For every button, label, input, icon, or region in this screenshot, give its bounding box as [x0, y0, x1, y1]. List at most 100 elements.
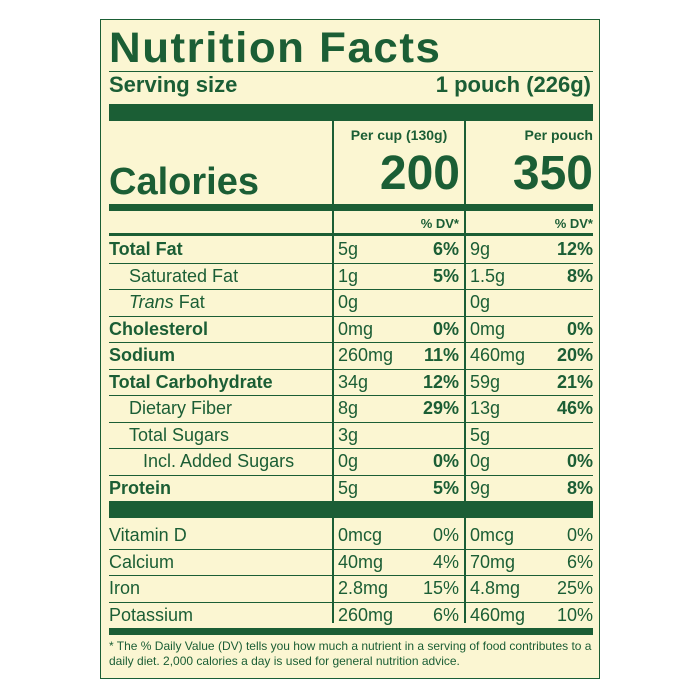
footnote: * The % Daily Value (DV) tells you how m…: [109, 639, 592, 668]
nutrient-name: Iron: [109, 578, 141, 598]
row-rule: [109, 601, 593, 603]
amount-cup: 260mg: [338, 345, 394, 365]
footnote-divider: [109, 628, 593, 635]
vitamin-row: Potassium 260mg 6% 460mg 10%: [101, 602, 601, 628]
vitamin-row: Iron 2.8mg 15% 4.8mg 25%: [101, 575, 601, 601]
nutrient-name: Cholesterol: [109, 318, 209, 339]
dv-pouch: 21%: [556, 371, 593, 392]
nutrient-row: Total Sugars 3g 5g: [101, 422, 601, 448]
dv-header-cup: % DV*: [420, 216, 459, 231]
dv-pouch: 25%: [556, 578, 593, 598]
row-rule: [109, 421, 593, 423]
dv-header-pouch: % DV*: [554, 216, 593, 231]
row-rule: [109, 448, 593, 449]
amount-pouch: 0mcg: [470, 525, 515, 545]
calories-cup-value: 200: [379, 147, 460, 200]
nutrient-row: Protein 5g 5% 9g 8%: [101, 475, 601, 501]
amount-cup: 34g: [338, 371, 369, 392]
column-header-cup: Per cup (130g): [350, 127, 448, 143]
column-divider-1: [332, 121, 334, 623]
column-divider-2: [464, 121, 466, 623]
column-header-pouch: Per pouch: [524, 127, 593, 143]
amount-cup: 0g: [338, 451, 359, 471]
nutrient-name: Dietary Fiber: [129, 398, 233, 418]
row-rule: [109, 368, 593, 370]
dv-cup: 6%: [432, 604, 459, 625]
amount-cup: 0mg: [338, 318, 374, 339]
amount-cup: 260mg: [338, 604, 394, 625]
title-rule: [109, 71, 593, 72]
amount-pouch: 0g: [470, 292, 491, 312]
nutrient-name: Total Fat: [109, 239, 183, 259]
row-rule: [109, 474, 593, 476]
dv-pouch: 46%: [556, 398, 593, 418]
nutrient-row: Total Fat 5g 6% 9g 12%: [101, 236, 601, 262]
dv-pouch: 12%: [556, 239, 593, 259]
nutrient-row: Trans Fat 0g 0g: [101, 289, 601, 315]
nutrient-name: Total Sugars: [129, 424, 230, 445]
vitamin-row: Vitamin D 0mcg 0% 0mcg 0%: [101, 522, 601, 548]
amount-pouch: 1.5g: [470, 265, 506, 286]
amount-pouch: 460mg: [470, 345, 526, 365]
dv-pouch: 0%: [566, 451, 593, 471]
nutrient-row: Incl. Added Sugars 0g 0% 0g 0%: [101, 448, 601, 474]
row-rule: [109, 575, 593, 576]
dv-pouch: 6%: [566, 551, 593, 572]
nutrient-name: Calcium: [109, 551, 175, 572]
dv-pouch: 10%: [556, 604, 593, 625]
amount-pouch: 0mg: [470, 318, 506, 339]
amount-pouch: 0g: [470, 451, 491, 471]
dv-cup: 4%: [432, 551, 459, 572]
amount-cup: 40mg: [338, 551, 384, 572]
dv-cup: 0%: [432, 318, 459, 339]
amount-cup: 5g: [338, 477, 359, 498]
label-title: Nutrition Facts: [109, 24, 442, 72]
amount-cup: 0g: [338, 292, 359, 312]
amount-pouch: 5g: [470, 424, 491, 445]
nutrient-row: Total Carbohydrate 34g 12% 59g 21%: [101, 369, 601, 395]
amount-cup: 3g: [338, 424, 359, 445]
dv-cup: 0%: [432, 451, 459, 471]
nutrient-name: Trans Fat: [129, 291, 205, 313]
nutrient-row: Saturated Fat 1g 5% 1.5g 8%: [101, 263, 601, 289]
row-rule: [109, 262, 593, 264]
calories-pouch-value: 350: [512, 147, 593, 200]
nutrition-label: Nutrition Facts Serving size 1 pouch (22…: [100, 19, 600, 679]
amount-cup: 1g: [338, 265, 359, 286]
serving-size-label: Serving size: [109, 72, 238, 97]
row-rule: [109, 548, 593, 550]
dv-cup: 5%: [432, 477, 459, 498]
dv-pouch: 0%: [566, 318, 593, 339]
row-rule: [109, 315, 593, 317]
nutrient-name: Total Carbohydrate: [109, 371, 273, 392]
nutrient-row: Dietary Fiber 8g 29% 13g 46%: [101, 395, 601, 421]
amount-pouch: 70mg: [470, 551, 516, 572]
amount-pouch: 460mg: [470, 604, 526, 625]
dv-cup: 12%: [422, 371, 459, 392]
dv-cup: 6%: [432, 239, 459, 259]
row-rule: [109, 395, 593, 396]
nutrient-name: Potassium: [109, 604, 194, 625]
amount-pouch: 59g: [470, 371, 501, 392]
amount-cup: 0mcg: [338, 525, 383, 545]
serving-size-value: 1 pouch (226g): [435, 72, 591, 97]
nutrient-name: Saturated Fat: [129, 265, 239, 286]
nutrient-name: Vitamin D: [109, 525, 187, 545]
thick-divider-vitamins: [109, 501, 593, 518]
dv-cup: 11%: [423, 345, 459, 365]
vitamin-row: Calcium 40mg 4% 70mg 6%: [101, 549, 601, 575]
dv-pouch: 8%: [566, 265, 593, 286]
nutrient-name: Sodium: [109, 345, 175, 365]
nutrient-row: Sodium 260mg 11% 460mg 20%: [101, 342, 601, 368]
dv-pouch: 0%: [566, 525, 593, 545]
dv-cup: 0%: [432, 525, 459, 545]
nutrient-name: Protein: [109, 477, 172, 498]
row-rule: [109, 289, 593, 290]
dv-cup: 29%: [422, 398, 459, 418]
dv-pouch: 20%: [556, 345, 593, 365]
amount-pouch: 13g: [470, 398, 501, 418]
nutrient-name: Incl. Added Sugars: [143, 451, 295, 471]
dv-header-divider: [109, 233, 593, 236]
amount-pouch: 4.8mg: [470, 578, 521, 598]
dv-pouch: 8%: [566, 477, 593, 498]
